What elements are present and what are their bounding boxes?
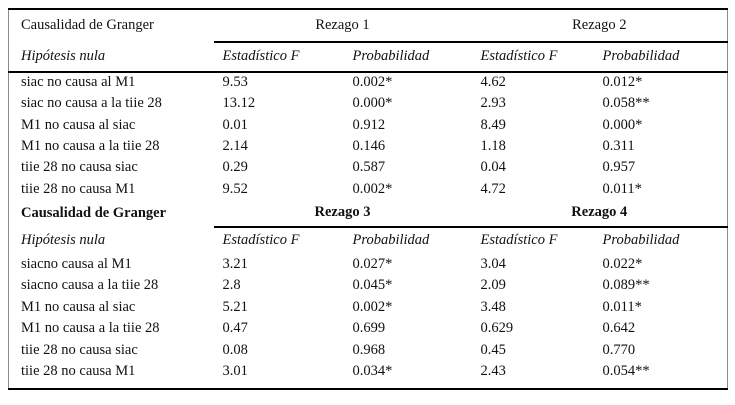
hypothesis-label: M1 no causa al siac	[21, 298, 136, 315]
fstat-value: 4.62	[480, 74, 506, 91]
fstat-value: 2.8	[222, 277, 241, 294]
prob-value: 0.587	[352, 159, 386, 176]
table-row: siac no causa al M1 9.53 0.002* 4.62 0.0…	[9, 72, 728, 93]
fstat-value: 3.01	[222, 363, 248, 380]
prob-value: 0.054**	[602, 363, 650, 380]
section2-fstat2-header: Estadístico F	[480, 232, 558, 249]
section1-fstat2-header: Estadístico F	[471, 42, 594, 73]
section2-subheader-row: Hipótesis nula Estadístico F Probabilida…	[9, 227, 728, 254]
section1-null-hypothesis-label: Hipótesis nula	[8, 42, 214, 73]
section1-rezago1-header: Rezago 1	[213, 9, 472, 43]
fstat-value: 0.29	[222, 159, 248, 176]
section1-prob1-header: Probabilidad	[343, 42, 472, 73]
section2-rezago3-header: Rezago 3	[213, 200, 472, 229]
prob-value: 0.089**	[602, 277, 650, 294]
section2-rezago4-header: Rezago 4	[471, 200, 728, 229]
table-row: tiie 28 no causa M1 9.52 0.002* 4.72 0.0…	[9, 179, 728, 200]
granger-causality-table: Causalidad de Granger Rezago 1 Rezago 2 …	[8, 8, 729, 390]
fstat-value: 2.43	[480, 363, 506, 380]
table-row: tiie 28 no causa siac 0.08 0.968 0.45 0.…	[9, 340, 728, 361]
prob-value: 0.146	[352, 137, 386, 154]
section2-prob1-header: Probabilidad	[352, 232, 430, 249]
hypothesis-label: tiie 28 no causa siac	[21, 341, 138, 358]
fstat-value: 9.53	[222, 74, 248, 91]
section1-rezago2-header: Rezago 2	[471, 9, 728, 43]
prob-value: 0.968	[352, 341, 386, 358]
prob-value: 0.002*	[352, 74, 393, 91]
prob-value: 0.002*	[352, 180, 393, 197]
hypothesis-label: M1 no causa al siac	[21, 116, 136, 133]
section1-fstat1-header: Estadístico F	[213, 42, 344, 73]
prob-value: 0.912	[352, 116, 386, 133]
table-row: siacno causa al M1 3.21 0.027* 3.04 0.02…	[9, 254, 728, 275]
hypothesis-label: siac no causa a la tiie 28	[21, 95, 162, 112]
hypothesis-label: siac no causa al M1	[21, 74, 136, 91]
prob-value: 0.034*	[352, 363, 393, 380]
fstat-value: 1.18	[480, 137, 506, 154]
fstat-value: 0.45	[480, 341, 506, 358]
fstat-value: 5.21	[222, 298, 248, 315]
fstat-value: 0.04	[480, 159, 506, 176]
prob-value: 0.045*	[352, 277, 393, 294]
prob-value: 0.770	[602, 341, 636, 358]
prob-value: 0.011*	[602, 298, 642, 315]
section2-prob2-header: Probabilidad	[602, 232, 680, 249]
hypothesis-label: tiie 28 no causa M1	[21, 180, 136, 197]
prob-value: 0.012*	[602, 74, 643, 91]
fstat-value: 4.72	[480, 180, 506, 197]
hypothesis-label: siacno causa al M1	[21, 256, 132, 273]
fstat-value: 2.93	[480, 95, 506, 112]
fstat-value: 0.47	[222, 320, 248, 337]
section2-null-hypothesis-label: Hipótesis nula	[21, 231, 106, 248]
hypothesis-label: siacno causa a la tiie 28	[21, 277, 159, 294]
fstat-value: 2.14	[222, 137, 248, 154]
fstat-value: 3.04	[480, 256, 506, 273]
table-row: M1 no causa a la tiie 28 0.47 0.699 0.62…	[9, 319, 728, 340]
prob-value: 0.000*	[602, 116, 643, 133]
hypothesis-label: M1 no causa a la tiie 28	[21, 320, 160, 337]
fstat-value: 8.49	[480, 116, 506, 133]
section1-subheader-row: Hipótesis nula Estadístico F Probabilida…	[8, 42, 728, 73]
section2-group-header-row: Causalidad de Granger Rezago 3 Rezago 4	[9, 200, 728, 229]
fstat-value: 9.52	[222, 180, 248, 197]
table-row: M1 no causa al siac 5.21 0.002* 3.48 0.0…	[9, 297, 728, 318]
prob-value: 0.642	[602, 320, 636, 337]
hypothesis-label: M1 no causa a la tiie 28	[21, 137, 160, 154]
fstat-value: 0.629	[480, 320, 514, 337]
prob-value: 0.027*	[352, 256, 393, 273]
prob-value: 0.699	[352, 320, 386, 337]
fstat-value: 2.09	[480, 277, 506, 294]
section1-group-header-row: Causalidad de Granger Rezago 1 Rezago 2	[9, 9, 728, 43]
prob-value: 0.058**	[602, 95, 650, 112]
fstat-value: 0.08	[222, 341, 248, 358]
fstat-value: 3.21	[222, 256, 248, 273]
prob-value: 0.957	[602, 159, 636, 176]
table-row: siac no causa a la tiie 28 13.12 0.000* …	[9, 93, 728, 114]
section1-prob2-header: Probabilidad	[593, 42, 728, 73]
spacer-cell	[9, 383, 728, 389]
table-row: siacno causa a la tiie 28 2.8 0.045* 2.0…	[9, 276, 728, 297]
prob-value: 0.000*	[352, 95, 393, 112]
table-row: M1 no causa al siac 0.01 0.912 8.49 0.00…	[9, 115, 728, 136]
section1-title: Causalidad de Granger	[21, 17, 154, 34]
table-row: tiie 28 no causa siac 0.29 0.587 0.04 0.…	[9, 158, 728, 179]
fstat-value: 3.48	[480, 298, 506, 315]
hypothesis-label: tiie 28 no causa siac	[21, 159, 138, 176]
section2-fstat1-header: Estadístico F	[222, 232, 300, 249]
table-row: M1 no causa a la tiie 28 2.14 0.146 1.18…	[9, 136, 728, 157]
prob-value: 0.311	[602, 137, 635, 154]
prob-value: 0.022*	[602, 256, 643, 273]
bottom-spacer	[9, 383, 728, 389]
section2-title: Causalidad de Granger	[21, 204, 167, 221]
prob-value: 0.011*	[602, 180, 642, 197]
fstat-value: 0.01	[222, 116, 248, 133]
prob-value: 0.002*	[352, 298, 393, 315]
table-row: tiie 28 no causa M1 3.01 0.034* 2.43 0.0…	[9, 361, 728, 382]
fstat-value: 13.12	[222, 95, 256, 112]
hypothesis-label: tiie 28 no causa M1	[21, 363, 136, 380]
